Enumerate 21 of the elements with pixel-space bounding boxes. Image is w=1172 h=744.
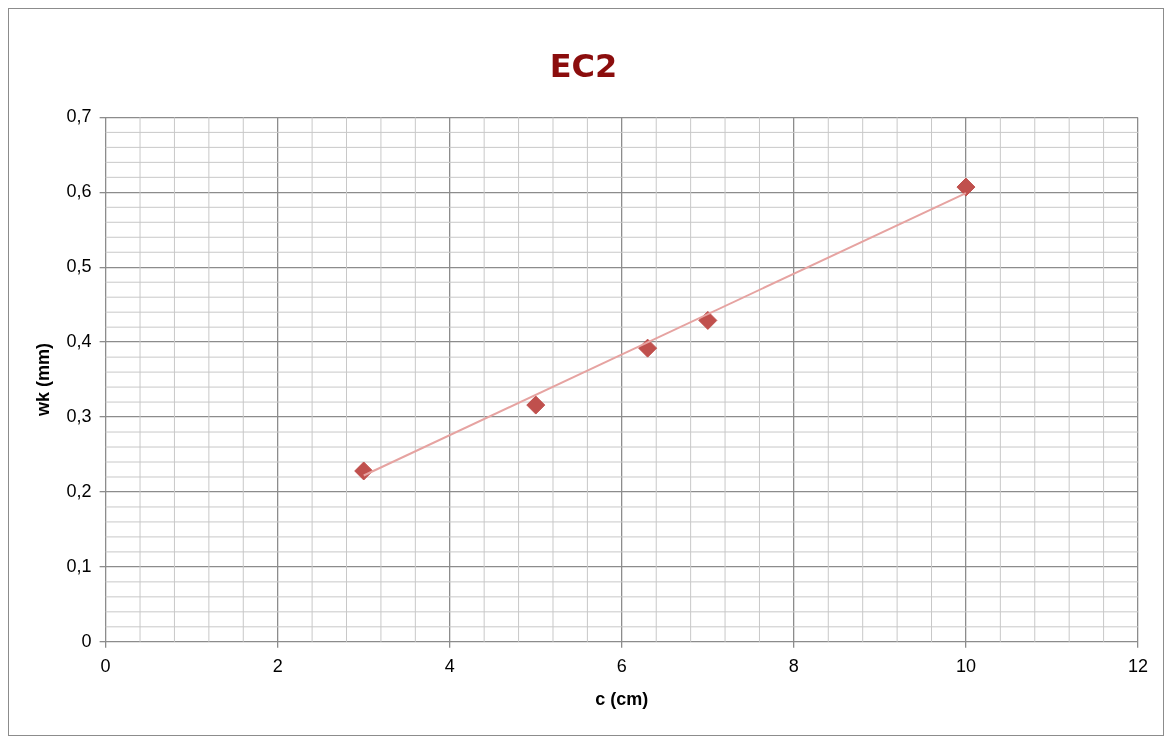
x-tick-label: 0 [100, 655, 111, 676]
y-tick-label: 0,1 [66, 555, 92, 576]
y-tick-label: 0,6 [66, 181, 92, 202]
point [956, 177, 976, 197]
y-tick-label: 0,4 [66, 331, 92, 352]
point [354, 461, 374, 481]
x-tick-label: 12 [1127, 655, 1149, 676]
y-tick-label: 0,5 [66, 256, 92, 277]
y-axis-title: wk (mm) [32, 343, 53, 418]
chart-title: EC2 [549, 46, 618, 85]
y-tick-label: 0,3 [66, 406, 92, 427]
x-axis-title: c (cm) [595, 689, 649, 710]
y-tick-label: 0,7 [66, 106, 92, 127]
x-tick-label: 10 [955, 655, 976, 676]
point [526, 395, 546, 415]
x-tick-label: 8 [788, 655, 799, 676]
x-tick-label: 6 [616, 655, 627, 676]
x-tick-label: 4 [444, 655, 455, 676]
x-tick-label: 2 [272, 655, 283, 676]
y-tick-label: 0 [81, 630, 92, 651]
y-tick-label: 0,2 [66, 480, 92, 501]
